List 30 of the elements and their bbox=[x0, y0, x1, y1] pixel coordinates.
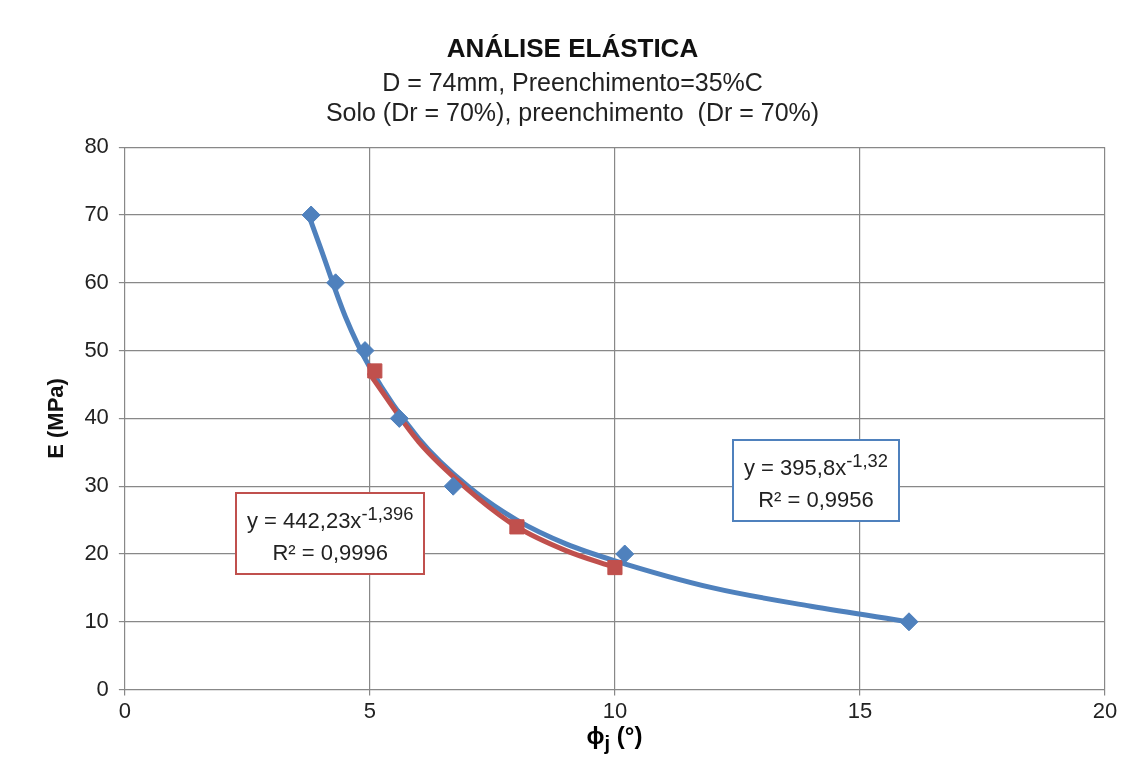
annotation: y = 442,23x$^{-1,396}$ R² = 0,9996 bbox=[235, 492, 426, 576]
y-tick-label: 10 bbox=[84, 607, 109, 633]
x-tick-label: 5 bbox=[363, 697, 377, 723]
y-tick-label: 20 bbox=[84, 540, 109, 566]
y-tick-label: 60 bbox=[84, 268, 109, 294]
x-axis-title: ϕ$_{j}$ (°) bbox=[585, 722, 644, 755]
point bbox=[509, 519, 525, 535]
y-tick-label: 40 bbox=[84, 404, 109, 430]
x-tick-label: 20 bbox=[1092, 697, 1118, 723]
y-tick-label: 0 bbox=[96, 675, 109, 701]
chart-subtitle: D = 74mm, Preenchimento=35%C Solo (Dr = 70%), preenchimento (Dr = 70%) bbox=[325, 68, 820, 127]
point bbox=[301, 205, 321, 225]
point bbox=[899, 612, 919, 632]
y-axis-title: E (MPa) bbox=[43, 378, 69, 459]
annotation: y = 395,8x$^{-1,32}$ R² = 0,9956 bbox=[732, 439, 900, 523]
y-tick-label: 50 bbox=[84, 336, 109, 362]
point bbox=[389, 408, 409, 428]
x-tick-label: 0 bbox=[118, 697, 131, 723]
y-tick-label: 80 bbox=[84, 133, 109, 159]
x-tick-label: 15 bbox=[847, 697, 873, 723]
point bbox=[326, 273, 346, 293]
point bbox=[355, 341, 375, 361]
x-tick-label: 10 bbox=[602, 697, 628, 723]
y-tick-label: 70 bbox=[84, 201, 109, 227]
chart-title: ANÁLISE ELÁSTICA bbox=[446, 32, 699, 63]
y-tick-label: 30 bbox=[84, 472, 109, 498]
point bbox=[443, 476, 463, 496]
point bbox=[615, 544, 635, 564]
point bbox=[367, 363, 383, 379]
point bbox=[607, 559, 623, 576]
